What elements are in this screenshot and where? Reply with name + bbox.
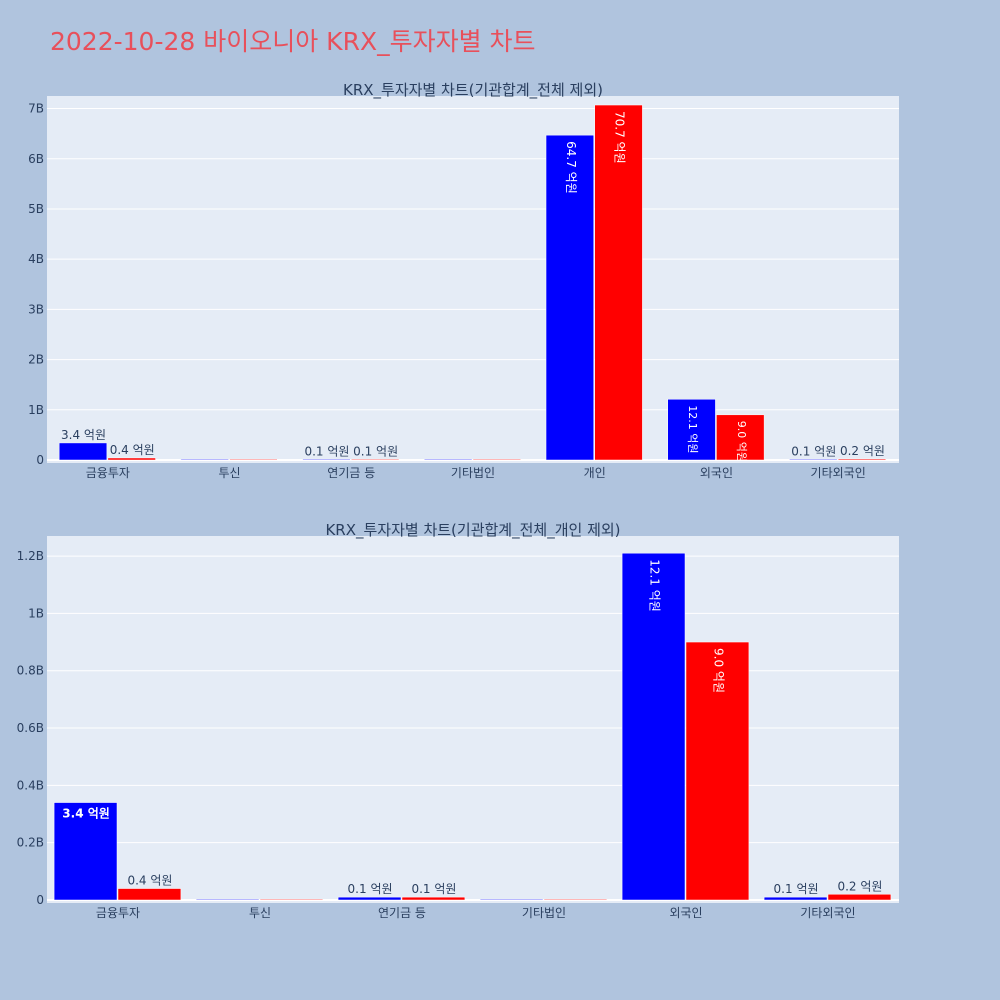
y-tick-label: 1B <box>28 606 44 620</box>
bar-label: 3.4 억원 <box>61 428 106 442</box>
bar <box>545 134 594 461</box>
bar-label: 70.7 억원 <box>613 111 627 164</box>
bar-label: 0.1 억원 <box>304 444 349 458</box>
x-tick-label: 외국인 <box>700 466 733 480</box>
y-tick-label: 0.6B <box>17 721 44 735</box>
bar-label: 12.1 억원 <box>648 559 662 612</box>
bar <box>302 458 351 461</box>
bar <box>621 552 686 901</box>
x-tick-label: 금융투자 <box>96 906 140 920</box>
bar <box>229 458 278 461</box>
bar <box>472 458 521 461</box>
bar <box>594 104 643 461</box>
bar-label: 0.2 억원 <box>840 444 885 458</box>
x-tick-label: 기타외국인 <box>811 466 866 480</box>
bar <box>789 458 838 461</box>
chart-title: KRX_투자자별 차트(기관합계_전체_개인 제외) <box>325 521 620 540</box>
bar <box>107 457 156 461</box>
y-tick-label: 4B <box>28 252 44 266</box>
bar <box>667 398 716 461</box>
bar <box>180 458 229 461</box>
bar-label: 0.1 억원 <box>774 882 819 896</box>
bar <box>543 898 608 901</box>
bar-label: 3.4 억원 <box>62 807 110 821</box>
bar <box>195 898 260 901</box>
x-tick-label: 기타법인 <box>451 466 495 480</box>
plot-area <box>47 536 899 903</box>
bar <box>763 896 828 901</box>
bar-label: 64.7 억원 <box>564 141 578 194</box>
page-title: 2022-10-28 바이오니아 KRX_투자자별 차트 <box>50 27 536 56</box>
bar <box>479 898 544 901</box>
bar <box>685 641 750 901</box>
bar <box>337 896 402 901</box>
y-tick-label: 0.4B <box>17 778 44 792</box>
y-tick-label: 1.2B <box>17 549 44 563</box>
x-tick-label: 연기금 등 <box>327 466 375 480</box>
y-tick-label: 5B <box>28 202 44 216</box>
bar-label: 0.4 억원 <box>127 874 172 888</box>
bar <box>827 894 892 901</box>
bar <box>401 896 466 901</box>
bar-label: 12.1 억원 <box>686 405 699 453</box>
bar <box>259 898 324 901</box>
x-tick-label: 투신 <box>249 906 271 920</box>
plot-area <box>47 96 899 463</box>
y-tick-label: 6B <box>28 152 44 166</box>
x-tick-label: 개인 <box>584 466 606 480</box>
bar-label: 0.2 억원 <box>837 879 882 893</box>
y-tick-label: 3B <box>28 302 44 316</box>
bar-label: 9.0 억원 <box>735 421 748 462</box>
bar <box>117 888 182 901</box>
chart-title: KRX_투자자별 차트(기관합계_전체 제외) <box>343 81 603 100</box>
x-tick-label: 외국인 <box>669 906 702 920</box>
bar-label: 0.1 억원 <box>791 444 836 458</box>
bar-label: 0.1 억원 <box>411 882 456 896</box>
bar <box>58 442 108 461</box>
bar-label: 0.1 억원 <box>353 444 398 458</box>
y-tick-label: 0 <box>36 453 44 467</box>
bar <box>53 802 118 901</box>
bar <box>424 458 473 461</box>
y-tick-label: 0.2B <box>17 836 44 850</box>
bar <box>716 414 765 461</box>
y-tick-label: 0 <box>36 893 44 907</box>
bar <box>837 458 887 461</box>
bar <box>351 458 400 461</box>
x-tick-label: 기타법인 <box>522 906 566 920</box>
x-tick-label: 연기금 등 <box>378 906 426 920</box>
bar-label: 0.1 억원 <box>348 882 393 896</box>
x-tick-label: 투신 <box>219 466 241 480</box>
bar-label: 0.4 억원 <box>110 443 155 457</box>
y-tick-label: 2B <box>28 353 44 367</box>
y-tick-label: 0.8B <box>17 664 44 678</box>
x-tick-label: 기타외국인 <box>800 906 855 920</box>
y-tick-label: 7B <box>28 102 44 116</box>
y-tick-label: 1B <box>28 403 44 417</box>
bar-label: 9.0 억원 <box>711 648 725 693</box>
x-tick-label: 금융투자 <box>86 466 130 480</box>
